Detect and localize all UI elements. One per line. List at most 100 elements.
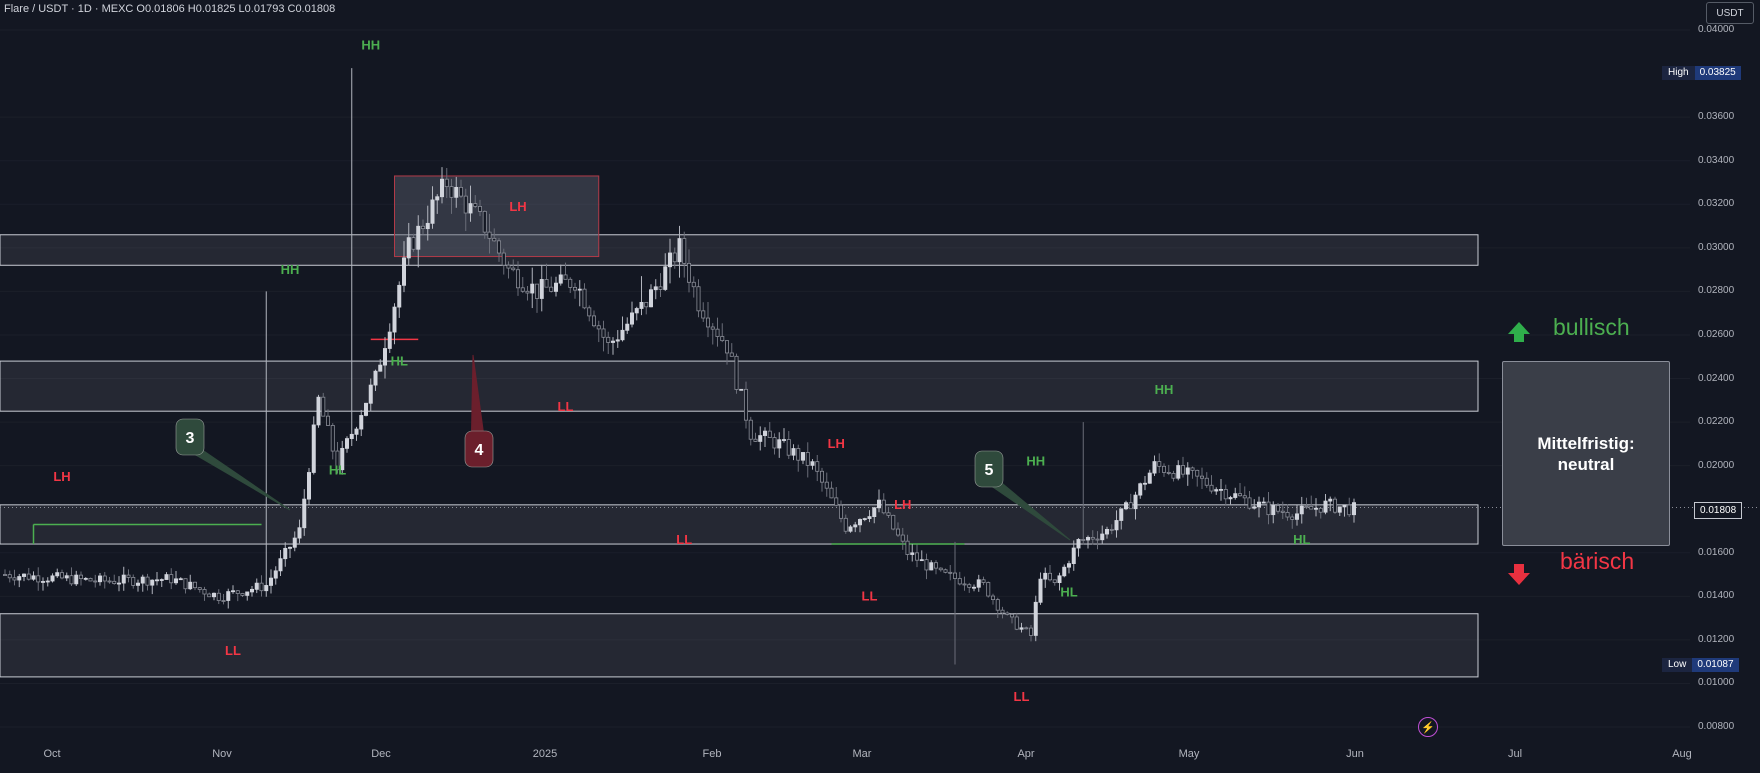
candle-body (1233, 493, 1238, 498)
candle-body (834, 497, 839, 506)
candle-body (83, 577, 88, 580)
currency-badge[interactable]: USDT (1706, 2, 1754, 24)
candle-body (777, 439, 782, 449)
candle-body (340, 447, 345, 471)
candle-body (188, 581, 193, 590)
candle-body (316, 396, 321, 426)
current-price-value: 0.01808 (1700, 504, 1737, 516)
pivot-label-lh: LH (509, 199, 526, 214)
x-tick-label: Dec (371, 748, 391, 760)
candle-body (344, 438, 349, 449)
candle-body (1209, 484, 1214, 492)
candle-body (406, 237, 411, 259)
candle-body (1048, 572, 1053, 581)
candle-body (896, 528, 901, 536)
candle-body (682, 238, 687, 264)
candle-body (791, 448, 796, 456)
current-price-label: 0.01808 (1694, 502, 1743, 519)
x-tick-label: Oct (43, 748, 61, 760)
candle-body (354, 428, 359, 435)
high-value: 0.03825 (1694, 66, 1741, 80)
callout-3-label: 3 (186, 430, 195, 447)
candle-body (1052, 579, 1057, 584)
candle-body (520, 287, 525, 292)
candle-body (1138, 483, 1143, 496)
candle-body (611, 340, 616, 343)
candle-body (1095, 538, 1100, 541)
candle-body (1299, 505, 1304, 515)
y-tick-label: 0.03400 (1698, 154, 1735, 166)
bullish-label: bullisch (1553, 314, 1630, 340)
candle-body (1342, 504, 1347, 508)
candle-body (102, 575, 107, 582)
candle-body (1024, 627, 1029, 630)
callout-5-label: 5 (985, 462, 994, 479)
candle-body (587, 307, 592, 317)
candle-body (729, 352, 734, 357)
candle-body (88, 577, 93, 582)
candle-body (991, 595, 996, 600)
candle-body (758, 435, 763, 442)
candle-body (1271, 505, 1276, 516)
candle-body (1133, 494, 1138, 510)
candle-body (1257, 501, 1262, 508)
y-tick-label: 0.03000 (1698, 241, 1735, 253)
candle-body (1010, 613, 1015, 618)
candle-body (1247, 497, 1252, 509)
candle-body (387, 331, 392, 349)
low-price-label: Low 0.01087 (1662, 658, 1739, 672)
candle-body (881, 499, 886, 514)
y-tick-label: 0.01400 (1698, 590, 1735, 602)
callout-3-pointer (180, 446, 291, 511)
flash-icon[interactable]: ⚡ (1418, 717, 1438, 737)
candle-body (592, 315, 597, 327)
candle-body (1304, 505, 1309, 508)
candle-body (801, 452, 806, 461)
candle-body (967, 584, 972, 588)
candle-body (264, 585, 269, 592)
candle-body (687, 262, 692, 283)
candle-body (292, 537, 297, 548)
candle-body (577, 288, 582, 291)
candle-body (325, 415, 330, 426)
candle-body (1190, 467, 1195, 471)
candle-body (36, 575, 41, 583)
candle-body (767, 430, 772, 438)
candle-body (929, 562, 934, 571)
candle-body (463, 195, 468, 214)
candle-body (21, 573, 26, 577)
candle-body (230, 590, 235, 593)
candle-body (606, 336, 611, 343)
candle-body (858, 519, 863, 526)
candle-body (501, 252, 506, 266)
candle-body (1000, 609, 1005, 614)
candle-body (948, 571, 953, 574)
candle-body (715, 328, 720, 337)
candle-body (235, 590, 240, 594)
candle-body (1276, 505, 1281, 512)
arrow-up-icon-stem (1514, 333, 1524, 342)
pivot-label-ll: LL (862, 589, 878, 604)
candle-body (810, 461, 815, 466)
candle-body (891, 514, 896, 530)
candle-body (1171, 472, 1176, 479)
candle-body (93, 580, 98, 583)
candle-body (41, 581, 46, 583)
y-tick-label: 0.01200 (1698, 633, 1735, 645)
pivot-label-hl: HL (1060, 584, 1077, 599)
candle-body (197, 587, 202, 590)
candle-body (3, 574, 8, 576)
candle-body (668, 252, 673, 268)
candle-body (563, 274, 568, 280)
candle-body (335, 450, 340, 471)
candle-body (55, 572, 60, 577)
candle-body (824, 481, 829, 489)
candle-body (972, 586, 977, 589)
candle-body (183, 578, 188, 590)
candle-body (839, 504, 844, 519)
candle-body (1261, 501, 1266, 504)
candle-body (558, 274, 563, 284)
candle-body (487, 231, 492, 239)
